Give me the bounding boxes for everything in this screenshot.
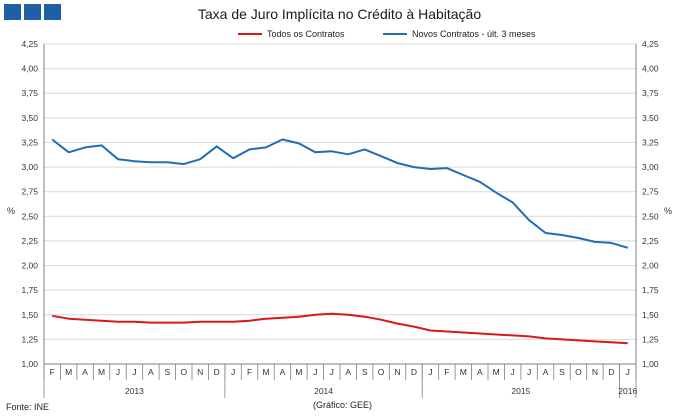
x-tick-label: M xyxy=(98,367,105,377)
x-tick-label: J xyxy=(511,367,515,377)
year-label: 2016 xyxy=(618,386,637,396)
x-tick-label: S xyxy=(362,367,368,377)
y-tick-right: 1,25 xyxy=(642,334,659,344)
legend-item-novos: Novos Contratos - últ. 3 meses xyxy=(383,29,536,39)
logo-block-2 xyxy=(24,4,41,20)
x-tick-label: M xyxy=(262,367,269,377)
legend-label-todos: Todos os Contratos xyxy=(267,29,345,39)
x-tick-label: M xyxy=(295,367,302,377)
legend-label-novos: Novos Contratos - últ. 3 meses xyxy=(412,29,536,39)
x-tick-label: O xyxy=(378,367,385,377)
logo-block-1 xyxy=(4,4,21,20)
y-tick-left: 1,25 xyxy=(21,334,38,344)
y-tick-right: 2,25 xyxy=(642,236,659,246)
x-tick-label: J xyxy=(313,367,317,377)
x-tick-label: A xyxy=(280,367,286,377)
y-tick-right: 4,25 xyxy=(642,39,659,49)
x-tick-label: D xyxy=(411,367,417,377)
x-tick-label: M xyxy=(493,367,500,377)
y-tick-right: 1,50 xyxy=(642,310,659,320)
logo-block-3 xyxy=(44,4,61,20)
x-tick-label: N xyxy=(592,367,598,377)
y-tick-left: 3,25 xyxy=(21,137,38,147)
legend-swatch-red xyxy=(238,33,262,35)
x-tick-label: F xyxy=(444,367,449,377)
x-tick-label: A xyxy=(477,367,483,377)
legend-swatch-blue xyxy=(383,33,407,35)
x-tick-label: J xyxy=(330,367,334,377)
x-tick-label: F xyxy=(50,367,55,377)
y-tick-left: 2,75 xyxy=(21,187,38,197)
y-tick-right: 2,00 xyxy=(642,261,659,271)
gee-logo xyxy=(4,4,61,20)
x-tick-label: F xyxy=(247,367,252,377)
y-tick-left: 2,00 xyxy=(21,261,38,271)
y-tick-left: 2,50 xyxy=(21,211,38,221)
y-tick-left: 2,25 xyxy=(21,236,38,246)
y-tick-left: 3,50 xyxy=(21,113,38,123)
x-tick-label: A xyxy=(148,367,154,377)
x-tick-label: A xyxy=(543,367,549,377)
y-tick-right: 1,75 xyxy=(642,285,659,295)
x-tick-label: D xyxy=(608,367,614,377)
series-line-todos xyxy=(52,312,628,345)
y-tick-left: 1,00 xyxy=(21,359,38,369)
year-label: 2014 xyxy=(314,386,333,396)
y-tick-right: 3,25 xyxy=(642,137,659,147)
x-tick-label: N xyxy=(197,367,203,377)
y-tick-left: 4,25 xyxy=(21,39,38,49)
series-line-novos xyxy=(51,138,629,249)
y-tick-right: 3,50 xyxy=(642,113,659,123)
y-tick-right: 3,75 xyxy=(642,88,659,98)
x-tick-label: N xyxy=(394,367,400,377)
y-tick-left: 1,50 xyxy=(21,310,38,320)
y-tick-left: 4,00 xyxy=(21,64,38,74)
y-axis-label-right: % xyxy=(664,206,672,216)
y-tick-left: 3,75 xyxy=(21,88,38,98)
x-tick-label: J xyxy=(428,367,432,377)
y-tick-right: 2,75 xyxy=(642,187,659,197)
y-tick-left: 3,00 xyxy=(21,162,38,172)
chart-credit: (Gráfico: GEE) xyxy=(313,400,373,410)
x-tick-label: A xyxy=(345,367,351,377)
y-tick-left: 1,75 xyxy=(21,285,38,295)
x-tick-label: O xyxy=(575,367,582,377)
y-axis-label-left: % xyxy=(7,206,15,216)
y-tick-right: 1,00 xyxy=(642,359,659,369)
source-note: Fonte: INE xyxy=(6,402,50,412)
x-tick-label: A xyxy=(82,367,88,377)
x-tick-label: M xyxy=(460,367,467,377)
x-tick-label: J xyxy=(132,367,136,377)
x-tick-label: J xyxy=(231,367,235,377)
chart-title: Taxa de Juro Implícita no Crédito à Habi… xyxy=(197,6,482,22)
year-label: 2013 xyxy=(125,386,144,396)
year-label: 2015 xyxy=(511,386,530,396)
x-tick-label: O xyxy=(180,367,187,377)
y-tick-right: 4,00 xyxy=(642,64,659,74)
x-tick-label: J xyxy=(527,367,531,377)
x-tick-label: J xyxy=(116,367,120,377)
x-tick-label: S xyxy=(559,367,565,377)
x-tick-label: M xyxy=(65,367,72,377)
y-tick-right: 2,50 xyxy=(642,211,659,221)
y-tick-right: 3,00 xyxy=(642,162,659,172)
x-tick-label: D xyxy=(214,367,220,377)
x-tick-label: S xyxy=(164,367,170,377)
legend-item-todos: Todos os Contratos xyxy=(238,29,345,39)
x-tick-label: J xyxy=(626,367,630,377)
